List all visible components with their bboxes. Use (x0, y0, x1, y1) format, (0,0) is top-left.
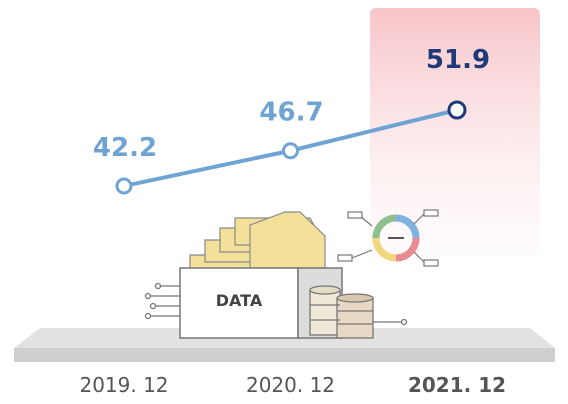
highlight-band (370, 8, 540, 258)
value-label: 51.9 (426, 45, 490, 75)
point (282, 142, 299, 160)
x-tick-label: 2021. 12 (408, 373, 506, 397)
x-tick-label: 2020. 12 (246, 373, 335, 397)
plot: 42.2 46.7 51.9 2019. 12 2020. 12 2021. 12 (79, 45, 506, 397)
x-tick-label: 2019. 12 (79, 373, 168, 397)
value-label: 46.7 (259, 98, 323, 128)
annotation: DATA (216, 291, 263, 310)
value-label: 42.2 (93, 133, 157, 163)
point (115, 177, 133, 195)
illustration: DATA (14, 209, 555, 362)
point (447, 100, 467, 120)
